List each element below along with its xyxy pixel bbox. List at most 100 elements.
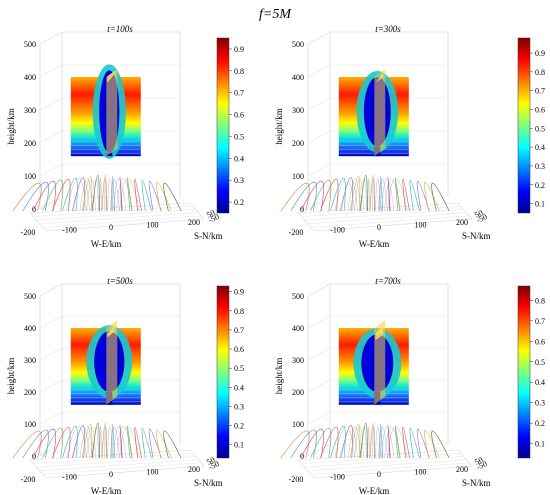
ray-path: [66, 178, 87, 212]
ray-path: [134, 178, 142, 212]
z-grid-line: [39, 379, 63, 393]
ray-path: [416, 180, 430, 212]
ray-path: [111, 423, 115, 459]
panel-title: t=500s: [107, 276, 133, 286]
ray-path: [424, 181, 440, 212]
y-tick-label: -50: [475, 459, 488, 472]
ray-path: [387, 178, 408, 212]
colorbar-tick-label: 0.6: [234, 345, 244, 354]
z-tick-label: 100: [24, 420, 36, 429]
ray-path: [107, 178, 114, 212]
ray-path: [86, 178, 96, 212]
ray-path: [134, 426, 142, 459]
colorbar-tick-label: 0.3: [535, 399, 545, 408]
floor-grid-line: [39, 459, 199, 472]
ray-paths: [12, 174, 182, 212]
floor-grid-line: [301, 452, 461, 464]
colorbar-tick-label: 0.6: [535, 106, 545, 115]
ray-path: [116, 426, 133, 459]
ray-path: [92, 426, 99, 459]
ray-path: [310, 427, 332, 459]
z-grid-line: [39, 315, 63, 329]
z-grid-line: [307, 196, 331, 210]
ray-path: [378, 426, 388, 459]
ray-path: [384, 178, 401, 212]
ray-path: [91, 174, 100, 212]
colorbar-tick-label: 0.8: [234, 307, 244, 316]
z-grid-line: [39, 97, 63, 111]
x-axis-label: W-E/km: [91, 239, 122, 249]
ray-path: [280, 182, 310, 212]
colorbar-tick-label: 0.6: [535, 337, 545, 346]
floor-grid-line: [33, 205, 193, 217]
chart-panel: 0 100 200 300 400 500 height/km -200 -100 0 100 200…: [274, 24, 545, 249]
z-grid-line: [39, 130, 63, 144]
z-tick-label: 200: [24, 139, 36, 148]
z-tick-label: 500: [292, 292, 304, 301]
x-axis-label: W-E/km: [359, 239, 390, 249]
ray-path: [395, 425, 400, 459]
ray-path: [354, 178, 364, 212]
ray-path: [387, 424, 391, 459]
y-tick-label: 50: [205, 208, 216, 220]
ray-path: [320, 426, 339, 459]
ray-path: [119, 426, 140, 459]
colorbar-tick-label: 0.5: [535, 124, 545, 133]
ray-path: [62, 425, 78, 459]
ray-path: [156, 429, 172, 459]
floor-grid-line: [42, 215, 202, 228]
colorbar-tick-label: 0.6: [234, 111, 244, 120]
x-tick-label: 200: [456, 218, 468, 227]
ray-path: [300, 180, 324, 212]
x-tick-label: -100: [330, 473, 345, 482]
ray-path: [116, 178, 133, 212]
ray-path: [372, 426, 375, 459]
z-tick-label: 0: [300, 205, 304, 214]
ray-path: [349, 175, 361, 212]
ray-path: [300, 428, 324, 459]
z-tick-label: 100: [292, 172, 304, 181]
ray-path: [163, 430, 182, 459]
x-tick-label: 200: [188, 465, 200, 474]
x-axis-label: W-E/km: [359, 486, 390, 495]
ray-path: [360, 426, 367, 459]
colorbar-tick-label: 0.8: [234, 67, 244, 76]
ray-path: [104, 178, 107, 212]
y-tick-label: 50: [205, 455, 216, 467]
z-tick-label: 0: [300, 452, 304, 461]
ray-path: [341, 426, 358, 459]
chart-panel: 0 100 200 300 400 500 height/km -200 -100 0 100 200…: [274, 276, 545, 495]
z-grid-line: [307, 31, 331, 45]
x-tick-label: 100: [147, 221, 159, 230]
ray-path: [127, 425, 132, 459]
ray-paths: [12, 422, 182, 459]
ray-path: [341, 178, 358, 212]
colorbar-tick-label: 0.1: [234, 441, 244, 450]
z-tick-label: 300: [292, 106, 304, 115]
colorbar-tick-label: 0.7: [535, 87, 545, 96]
orthogonal-slice-plane: [374, 320, 386, 405]
ray-path: [395, 177, 400, 212]
ray-path: [378, 178, 388, 212]
ray-path: [32, 428, 56, 459]
ray-path: [119, 176, 123, 212]
ray-path: [107, 426, 114, 459]
ray-path: [372, 178, 375, 212]
z-tick-label: 200: [24, 388, 36, 397]
z-grid-line: [307, 347, 331, 361]
floor-grid-line: [310, 215, 470, 228]
colorbar: [517, 37, 531, 214]
ray-path: [32, 180, 56, 212]
z-grid-line: [307, 64, 331, 78]
x-tick-label: -100: [62, 473, 77, 482]
x-tick-label: -200: [21, 475, 36, 484]
ray-path: [110, 178, 120, 212]
floor-plane: [29, 202, 205, 232]
colorbar-tick-label: 0.4: [234, 383, 244, 392]
x-axis-label: W-E/km: [91, 486, 122, 495]
x-tick-label: 0: [377, 223, 381, 232]
floor-grid-line: [39, 212, 199, 225]
ray-path: [127, 177, 132, 212]
y-axis-label: S-N/km: [462, 478, 491, 488]
floor-grid-line: [36, 456, 196, 468]
